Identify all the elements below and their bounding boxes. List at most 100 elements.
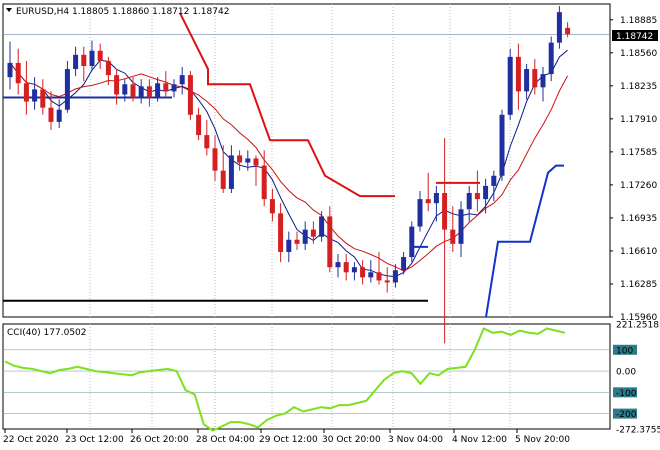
candle-body — [392, 270, 398, 283]
candle-body — [48, 107, 54, 122]
candle-body — [442, 193, 448, 230]
candle-body — [163, 83, 169, 92]
dropdown-arrow-icon[interactable] — [6, 8, 12, 12]
trailing-stop-blue — [485, 164, 564, 318]
candle-body — [368, 272, 374, 278]
candle-body — [319, 216, 325, 237]
price-axis: 1.18885 1.18560 1.18235 1.17910 1.17585 1.172… — [610, 16, 657, 323]
candle-body — [97, 50, 103, 61]
time-tick-label: 4 Nov 12:00 — [452, 435, 507, 445]
candle-body — [499, 114, 505, 176]
candle-body — [64, 69, 70, 110]
cci-indicator — [3, 327, 610, 432]
candle-body — [105, 60, 111, 76]
candle-body — [220, 170, 226, 189]
price-tick-label: 1.16610 — [620, 247, 657, 257]
candle-body — [155, 83, 161, 98]
cci-tick-label: -272.3755 — [616, 426, 660, 436]
candle-body — [32, 89, 38, 102]
candle-body — [7, 62, 13, 78]
candle-body — [179, 75, 185, 85]
price-tick-label: 1.17585 — [620, 148, 657, 158]
price-tick-label: 1.18235 — [620, 82, 657, 92]
candle-body — [187, 75, 193, 115]
candle-body — [138, 86, 144, 98]
cci-level-box — [613, 387, 637, 398]
cci-tick-label: 221.2518 — [616, 321, 659, 331]
candle-body — [425, 199, 431, 204]
price-tick-label: 1.17910 — [620, 115, 657, 125]
candle-body — [433, 193, 439, 204]
candle-body — [507, 56, 513, 115]
overlays — [3, 12, 610, 318]
candle-body — [146, 86, 152, 98]
candle-body — [450, 229, 456, 244]
cci-tick-label: 100 — [616, 346, 633, 356]
cci-level-box — [613, 344, 637, 355]
price-tick-label: 1.16285 — [620, 280, 657, 290]
candle-body — [294, 239, 300, 244]
candle-body — [483, 185, 489, 200]
candle-body — [73, 54, 79, 70]
time-axis: 22 Oct 2020 23 Oct 12:00 26 Oct 20:00 28 Oc… — [3, 429, 570, 445]
candle-body — [335, 262, 341, 268]
candle-body — [491, 175, 497, 186]
candles — [7, 6, 571, 344]
candle-body — [204, 135, 210, 149]
candle-body — [245, 158, 251, 163]
price-tick-label: 1.16935 — [620, 214, 657, 224]
cci-tick-label: -200 — [616, 410, 637, 420]
price-tick-label: 1.18560 — [620, 49, 657, 59]
candle-body — [384, 280, 390, 283]
time-tick-label: 3 Nov 04:00 — [388, 435, 443, 445]
current-price-box — [612, 30, 658, 41]
main-plot-frame — [2, 3, 611, 318]
time-tick-label: 29 Oct 12:00 — [259, 435, 318, 445]
candle-body — [515, 56, 521, 92]
candle-body — [548, 42, 554, 75]
candle-body — [417, 199, 423, 227]
candle-body — [302, 229, 308, 244]
candle-body — [565, 27, 571, 35]
candle-body — [278, 213, 284, 252]
ma-slow-line — [9, 62, 569, 272]
candle-body — [23, 83, 29, 102]
candle-body — [532, 69, 538, 88]
candle-body — [351, 267, 357, 273]
ma-fast-line — [9, 49, 568, 278]
indicator-axis: 221.2518 100 0.00 -100 -200 -272.3755 — [613, 321, 660, 436]
candle-body — [376, 272, 382, 281]
candle-body — [228, 155, 234, 189]
candle-body — [310, 229, 316, 237]
candle-body — [409, 226, 415, 258]
candle-body — [360, 267, 366, 278]
candle-body — [343, 262, 349, 273]
symbol-title: EURUSD,H4 1.18805 1.18860 1.18712 1.1874… — [16, 7, 229, 17]
candle-body — [171, 84, 177, 92]
time-tick-label: 23 Oct 12:00 — [65, 435, 124, 445]
candle-body — [81, 54, 87, 66]
candle-body — [212, 148, 218, 171]
indicator-title: CCI(40) 177.0502 — [7, 328, 87, 338]
cci-tick-label: 0.00 — [616, 368, 636, 378]
time-tick-label: 26 Oct 20:00 — [130, 435, 189, 445]
candle-body — [458, 209, 464, 244]
candle-body — [122, 84, 128, 95]
candle-body — [196, 114, 202, 136]
price-tick-label: 1.17260 — [620, 181, 657, 191]
time-tick-label: 5 Nov 20:00 — [515, 435, 570, 445]
cci-line — [4, 327, 566, 432]
current-price-label: 1.18742 — [616, 32, 653, 42]
candle-body — [466, 193, 472, 210]
indicator-plot-frame — [2, 323, 611, 430]
time-tick-label: 28 Oct 04:00 — [196, 435, 255, 445]
candle-body — [524, 69, 530, 92]
candle-body — [56, 109, 62, 122]
candle-body — [261, 165, 267, 200]
candle-body — [114, 75, 120, 95]
candle-body — [237, 155, 243, 163]
time-tick-label: 30 Oct 20:00 — [322, 435, 381, 445]
candle-body — [15, 62, 21, 84]
time-tick-label: 22 Oct 2020 — [3, 435, 59, 445]
